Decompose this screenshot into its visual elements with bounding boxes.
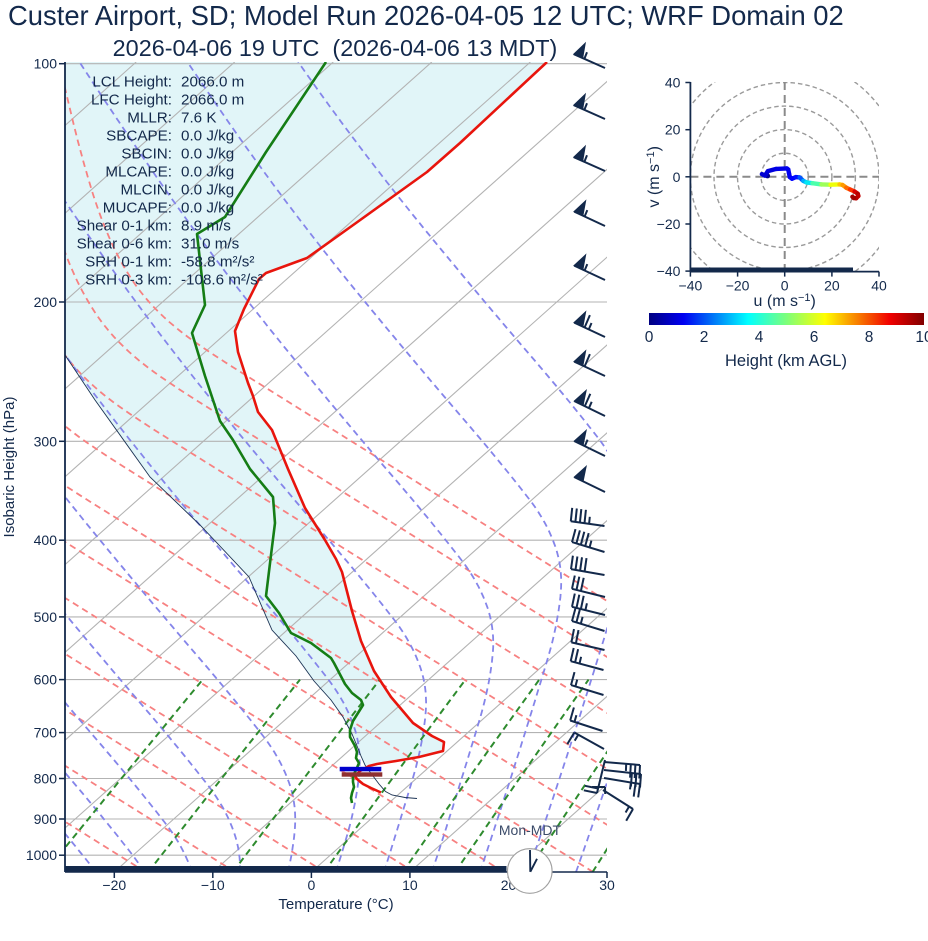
svg-text:-108.6 m²/s²: -108.6 m²/s² — [181, 272, 263, 289]
svg-text:31.0 m/s: 31.0 m/s — [181, 236, 240, 253]
svg-text:LFC Height:: LFC Height: — [91, 92, 172, 109]
svg-text:2: 2 — [700, 329, 709, 346]
svg-text:-58.8 m²/s²: -58.8 m²/s² — [181, 254, 254, 271]
svg-text:SRH 0-1 km:: SRH 0-1 km: — [85, 254, 172, 271]
svg-text:−40: −40 — [657, 263, 681, 279]
svg-text:0.0 J/kg: 0.0 J/kg — [181, 128, 234, 145]
svg-text:0: 0 — [673, 169, 681, 185]
svg-text:900: 900 — [34, 811, 58, 827]
svg-text:20: 20 — [665, 122, 681, 138]
svg-text:200: 200 — [34, 294, 58, 310]
svg-text:1000: 1000 — [26, 847, 57, 863]
svg-text:0.0 J/kg: 0.0 J/kg — [181, 146, 234, 163]
svg-text:2026-04-06 19 UTC (2026-04-06: 2026-04-06 19 UTC (2026-04-06 13 MDT) — [113, 35, 558, 61]
svg-text:40: 40 — [871, 278, 887, 294]
svg-text:0: 0 — [781, 278, 789, 294]
svg-text:−10: −10 — [201, 877, 225, 893]
svg-text:6: 6 — [810, 329, 819, 346]
svg-text:8: 8 — [865, 329, 874, 346]
svg-text:700: 700 — [34, 725, 58, 741]
svg-text:40: 40 — [665, 75, 681, 91]
svg-text:20: 20 — [824, 278, 840, 294]
svg-text:2066.0 m: 2066.0 m — [181, 92, 244, 109]
svg-text:Mon-MDT: Mon-MDT — [499, 822, 562, 838]
svg-text:10: 10 — [402, 877, 418, 893]
svg-text:−20: −20 — [102, 877, 126, 893]
svg-text:0: 0 — [645, 329, 654, 346]
svg-text:MLLR:: MLLR: — [127, 110, 172, 127]
svg-text:30: 30 — [599, 877, 615, 893]
svg-text:Isobaric Height (hPa): Isobaric Height (hPa) — [1, 397, 18, 538]
svg-text:LCL Height:: LCL Height: — [92, 74, 172, 91]
svg-text:0: 0 — [308, 877, 316, 893]
svg-text:MUCAPE:: MUCAPE: — [103, 200, 172, 217]
svg-text:SBCIN:: SBCIN: — [121, 146, 172, 163]
svg-text:300: 300 — [34, 433, 58, 449]
svg-text:100: 100 — [34, 56, 58, 72]
svg-text:−20: −20 — [726, 278, 750, 294]
svg-text:10: 10 — [915, 329, 928, 346]
svg-text:Shear 0-6 km:: Shear 0-6 km: — [77, 236, 172, 253]
svg-text:0.0 J/kg: 0.0 J/kg — [181, 200, 234, 217]
svg-text:−20: −20 — [657, 216, 681, 232]
svg-text:400: 400 — [34, 532, 58, 548]
svg-text:Shear 0-1 km:: Shear 0-1 km: — [77, 218, 172, 235]
svg-text:SBCAPE:: SBCAPE: — [106, 128, 172, 145]
svg-text:0.0 J/kg: 0.0 J/kg — [181, 182, 234, 199]
svg-text:4: 4 — [755, 329, 764, 346]
svg-text:0.0 J/kg: 0.0 J/kg — [181, 164, 234, 181]
svg-text:Height (km AGL): Height (km AGL) — [725, 352, 847, 370]
svg-text:Temperature (°C): Temperature (°C) — [278, 896, 393, 913]
svg-text:600: 600 — [34, 672, 58, 688]
svg-text:SRH 0-3 km:: SRH 0-3 km: — [85, 272, 172, 289]
svg-text:8.9 m/s: 8.9 m/s — [181, 218, 231, 235]
svg-text:2066.0 m: 2066.0 m — [181, 74, 244, 91]
svg-text:Custer Airport, SD; Model Run: Custer Airport, SD; Model Run 2026-04-05… — [8, 0, 844, 31]
svg-text:800: 800 — [34, 771, 58, 787]
svg-text:MLCAPE:: MLCAPE: — [105, 164, 172, 181]
svg-text:−40: −40 — [679, 278, 703, 294]
svg-text:7.6 K: 7.6 K — [181, 110, 216, 127]
svg-text:MLCIN:: MLCIN: — [121, 182, 172, 199]
svg-text:500: 500 — [34, 609, 58, 625]
